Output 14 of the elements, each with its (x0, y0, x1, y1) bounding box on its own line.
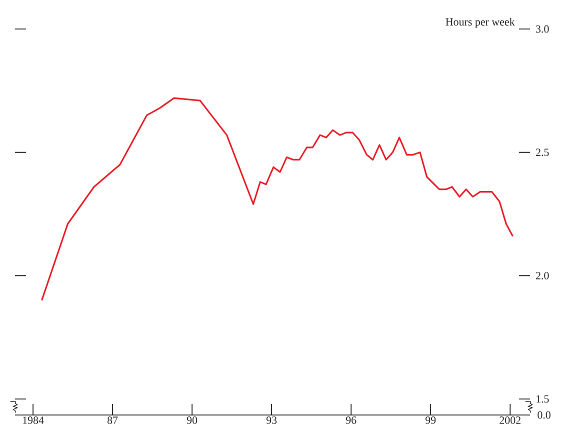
x-tick-label: 96 (346, 416, 356, 424)
y-tick-label: 3.0 (536, 25, 549, 33)
line-series (40, 97, 514, 302)
x-tick-label: 93 (266, 416, 277, 424)
y-tick-label: 1.5 (536, 395, 549, 403)
x-tick-label: 2002 (500, 416, 520, 424)
x-tick-label: 99 (425, 416, 436, 424)
y-axis-title: Hours per week (446, 18, 515, 28)
x-tick-label: 1984 (23, 416, 44, 424)
y-tick-label: 2.0 (536, 272, 549, 280)
text: 0.0 (538, 411, 550, 419)
x-tick-label: 87 (107, 416, 118, 424)
x-tick-label: 90 (186, 416, 198, 424)
y-tick-label: 2.5 (536, 148, 549, 156)
